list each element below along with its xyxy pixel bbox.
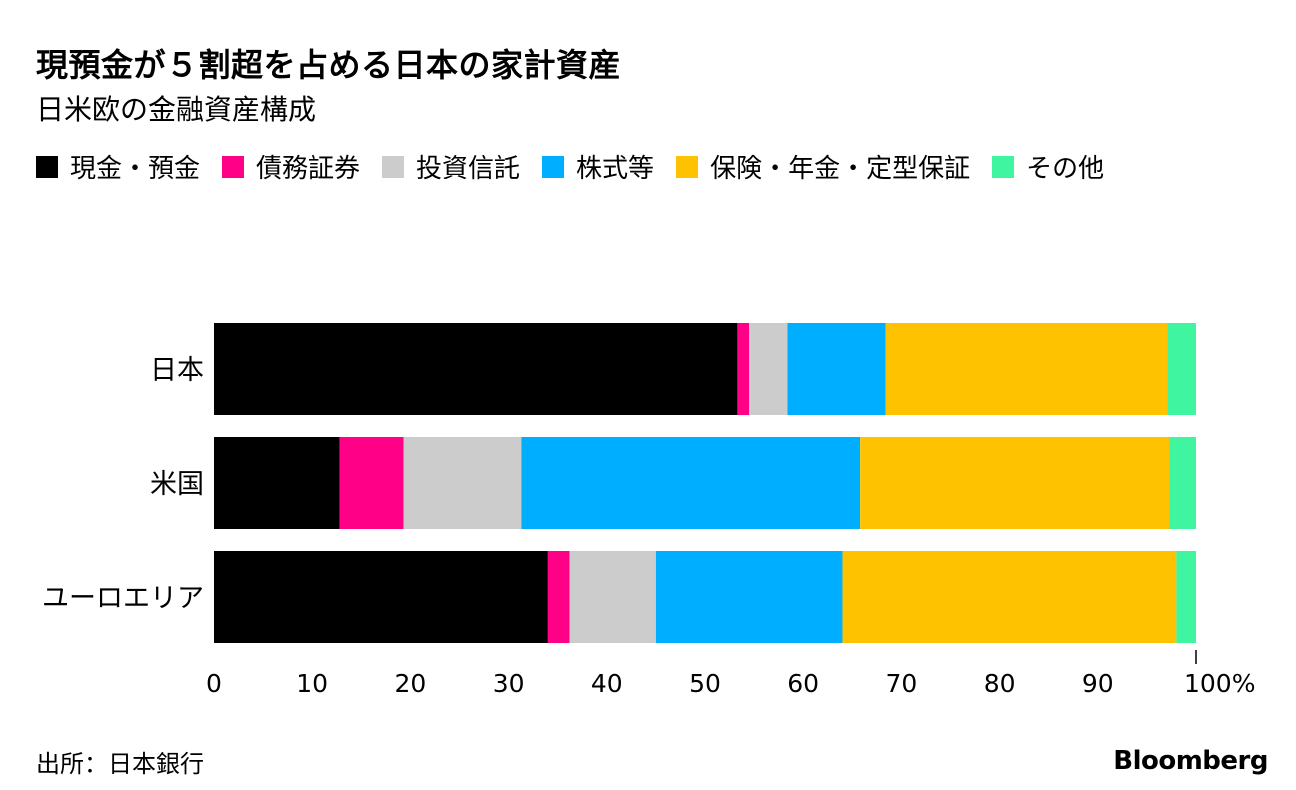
bar-segment — [787, 323, 886, 415]
legend-item: 投資信託 — [382, 148, 520, 185]
x-tick-label: 90 — [1082, 669, 1114, 698]
x-tick-label: 60 — [787, 669, 819, 698]
chart-title: 現預金が５割超を占める日本の家計資産 — [36, 46, 622, 84]
x-tick-label: 10 — [296, 669, 328, 698]
category-label: ユーロエリア — [42, 583, 204, 614]
legend-item: 現金・預金 — [36, 148, 200, 185]
x-tick-label: 80 — [984, 669, 1016, 698]
bar-segment — [547, 551, 570, 643]
category-label: 日本 — [150, 355, 204, 386]
x-tick-label: 20 — [394, 669, 426, 698]
legend-label: 株式等 — [576, 154, 655, 184]
x-tick-label: 50 — [689, 669, 721, 698]
legend-item: 債務証券 — [222, 148, 360, 185]
legend-item: 保険・年金・定型保証 — [676, 148, 970, 185]
source-note: 出所：日本銀行 — [36, 750, 204, 778]
bar-segment — [1169, 437, 1196, 529]
legend-label: その他 — [1026, 154, 1105, 184]
bar-segment — [749, 323, 788, 415]
category-label: 米国 — [150, 469, 204, 500]
bar-segment — [1176, 551, 1196, 643]
legend-item: その他 — [992, 148, 1104, 185]
legend: 現金・預金 債務証券 投資信託 株式等 保険・年金・定型保証 その他 — [36, 148, 1126, 185]
legend-swatch — [222, 155, 245, 178]
legend-label: 保険・年金・定型保証 — [710, 154, 971, 184]
bar-segment — [403, 437, 522, 529]
bar-segment — [339, 437, 404, 529]
bar-segment — [569, 551, 656, 643]
bar-segment — [655, 551, 843, 643]
bar-segment — [214, 551, 548, 643]
bar-segment — [737, 323, 750, 415]
bar-segment — [860, 437, 1170, 529]
x-tick-label: 100% — [1184, 669, 1255, 698]
legend-swatch — [676, 155, 699, 178]
bar-segment — [214, 323, 738, 415]
legend-swatch — [36, 155, 58, 178]
bar-segment — [214, 437, 340, 529]
legend-swatch — [382, 155, 405, 178]
x-tick-label: 70 — [885, 669, 917, 698]
legend-label: 投資信託 — [416, 154, 521, 184]
brand-logo: Bloomberg — [1113, 746, 1268, 776]
x-tick-label: 40 — [591, 669, 623, 698]
bar-segment — [885, 323, 1168, 415]
legend-label: 債務証券 — [256, 154, 361, 184]
bar-segment — [842, 551, 1177, 643]
x-tick-label: 30 — [493, 669, 525, 698]
legend-swatch — [992, 155, 1015, 178]
legend-item: 株式等 — [542, 148, 654, 185]
x-tick-label: 0 — [206, 669, 222, 698]
bar-segment — [521, 437, 861, 529]
chart-subtitle: 日米欧の金融資産構成 — [36, 93, 317, 126]
bar-segment — [1167, 323, 1196, 415]
legend-swatch — [542, 155, 565, 178]
legend-label: 現金・預金 — [70, 154, 201, 184]
